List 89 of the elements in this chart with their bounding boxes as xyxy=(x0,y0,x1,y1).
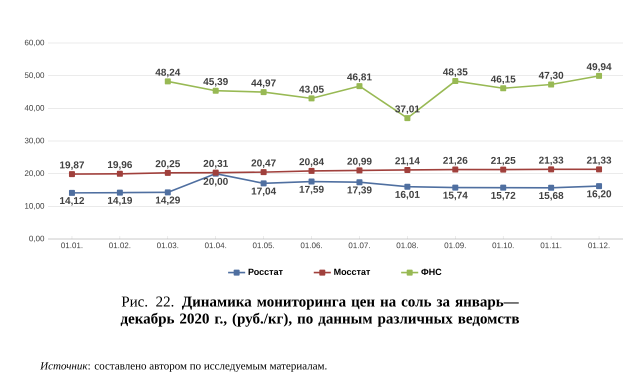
y-tick-label: 0,00 xyxy=(29,236,44,242)
data-label: 48,35 xyxy=(442,68,468,77)
point xyxy=(404,166,410,173)
point xyxy=(164,78,171,84)
point xyxy=(308,178,315,185)
point xyxy=(356,83,362,90)
x-tick-label: 01.02. xyxy=(109,242,130,248)
data-label: 15,68 xyxy=(539,192,564,201)
point xyxy=(212,88,219,94)
point xyxy=(548,81,554,88)
point xyxy=(308,168,315,174)
point xyxy=(596,166,602,172)
data-label: 15,74 xyxy=(443,192,468,200)
data-label: 21,26 xyxy=(443,156,468,166)
y-tick-label: 40,00 xyxy=(24,105,44,112)
x-tick-label: 01.12. xyxy=(588,242,610,248)
data-label: 43,05 xyxy=(299,86,324,94)
point xyxy=(548,184,554,191)
data-label: 17,39 xyxy=(348,186,372,195)
legend-label: Мосстат xyxy=(334,268,370,276)
point xyxy=(68,171,75,178)
data-label: 21,25 xyxy=(491,156,516,166)
data-label: 21,33 xyxy=(586,156,612,166)
point xyxy=(500,85,506,92)
data-label: 17,04 xyxy=(252,188,276,196)
data-label: 20,99 xyxy=(347,158,372,166)
data-label: 19,96 xyxy=(108,161,132,170)
point xyxy=(596,72,602,79)
data-label: 48,24 xyxy=(155,68,180,78)
y-tick-label: 30,00 xyxy=(24,138,44,144)
x-tick-label: 01.10. xyxy=(492,242,514,248)
y-tick-label: 10,00 xyxy=(25,203,44,210)
legend-label: ФНС xyxy=(421,268,442,276)
data-label: 20,84 xyxy=(299,158,324,167)
point xyxy=(308,95,315,102)
point xyxy=(452,184,458,191)
x-tick-label: 01.11. xyxy=(540,242,562,248)
point xyxy=(164,170,171,176)
x-tick-label: 01.06. xyxy=(300,242,322,248)
point xyxy=(404,184,410,190)
data-label: 20,00 xyxy=(204,178,228,186)
y-tick-label: 50,00 xyxy=(24,72,44,79)
y-tick-label: 20,00 xyxy=(24,170,44,177)
data-label: 15,72 xyxy=(491,192,516,200)
text: Рис. 22. Динамика мониторинга цен на соль за январь—декабрь 2020 г., (руб./кг), по данным различных ведомств xyxy=(120,296,520,327)
data-label: 20,31 xyxy=(204,160,228,168)
data-label: 20,25 xyxy=(156,160,180,169)
data-label: 45,39 xyxy=(203,78,228,87)
point xyxy=(116,190,123,196)
data-label: 14,19 xyxy=(108,196,132,206)
point xyxy=(260,169,267,176)
point xyxy=(164,189,171,196)
data-label: 20,47 xyxy=(251,159,276,168)
point xyxy=(260,89,267,96)
data-label: 49,94 xyxy=(586,63,612,72)
data-label: 16,01 xyxy=(395,190,420,200)
data-label: 21,33 xyxy=(538,156,564,166)
y-tick-label: 60,00 xyxy=(24,40,44,46)
point xyxy=(452,78,458,84)
data-label: 44,97 xyxy=(251,79,276,88)
x-tick-label: 01.04. xyxy=(204,242,226,248)
point xyxy=(404,115,410,122)
point xyxy=(548,166,554,172)
x-tick-label: 01.09. xyxy=(444,242,466,248)
point xyxy=(356,167,362,174)
x-tick-label: 01.05. xyxy=(252,242,274,248)
point xyxy=(68,190,75,196)
data-label: 21,14 xyxy=(395,157,420,166)
point xyxy=(116,170,123,177)
x-tick-label: 01.01. xyxy=(61,242,82,248)
data-label: 46,81 xyxy=(347,73,372,82)
point xyxy=(596,183,602,190)
data-label: 16,20 xyxy=(587,190,612,199)
data-label: 19,87 xyxy=(60,161,84,170)
x-tick-label: 01.08. xyxy=(396,242,418,248)
point xyxy=(260,180,267,186)
x-tick-label: 01.07. xyxy=(348,242,370,248)
data-label: 47,30 xyxy=(538,72,564,80)
legend-label: Росстат xyxy=(248,268,283,276)
data-label: 14,12 xyxy=(60,197,84,206)
text: Источник: составлено автором по исследуемым материалам. xyxy=(40,362,327,372)
point xyxy=(356,179,362,186)
x-tick-label: 01.03. xyxy=(156,242,178,248)
data-label: 14,29 xyxy=(156,196,180,206)
point xyxy=(452,166,458,173)
data-label: 46,15 xyxy=(490,76,516,84)
data-label: 17,59 xyxy=(300,186,324,194)
point xyxy=(500,166,506,173)
point xyxy=(500,184,506,191)
